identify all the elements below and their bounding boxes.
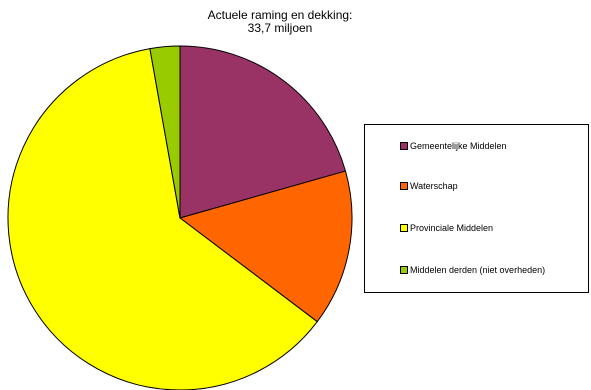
legend-label: Gemeentelijke Middelen [410,141,507,151]
chart-legend: Gemeentelijke Middelen Waterschap Provin… [364,124,589,293]
legend-swatch [400,224,408,232]
pie-slices [7,45,353,390]
legend-item-provinciale-middelen: Provinciale Middelen [400,222,493,234]
legend-label: Waterschap [410,181,458,191]
chart-title: Actuele raming en dekking: 33,7 miljoen [170,9,390,35]
legend-item-waterschap: Waterschap [400,180,458,192]
pie-slice-waterschap [179,170,353,323]
chart-title-line-1: Actuele raming en dekking: [207,8,353,22]
legend-swatch [400,182,408,190]
legend-label: Middelen derden (niet overheden) [410,265,546,275]
pie-slice-middelen-derden-niet-overheden [149,45,181,219]
legend-label: Provinciale Middelen [410,223,494,233]
legend-swatch [400,142,408,150]
legend-swatch [400,266,408,274]
legend-item-middelen-derden: Middelen derden (niet overheden) [400,264,545,276]
pie-slice-provinciale-middelen [7,48,318,390]
pie-slice-gemeentelijke-middelen [179,45,346,219]
chart-title-line-2: 33,7 miljoen [247,21,313,35]
legend-item-gemeentelijke-middelen: Gemeentelijke Middelen [400,140,507,152]
